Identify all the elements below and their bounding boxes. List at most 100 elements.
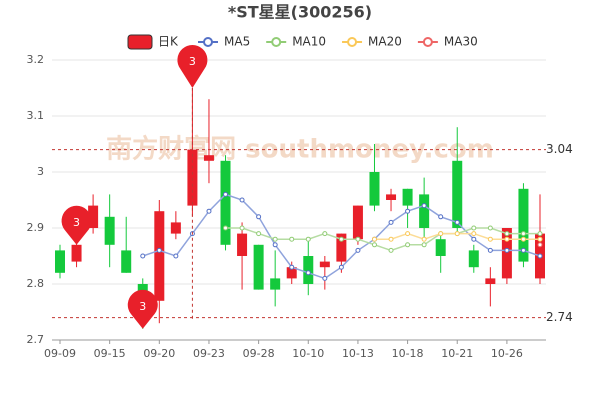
ma-point (322, 275, 328, 281)
ma-point (239, 197, 245, 203)
ma-point (405, 242, 411, 248)
candle-body (336, 233, 347, 262)
ma-point (256, 231, 262, 237)
ma-point (256, 214, 262, 220)
ma-point (504, 236, 510, 242)
ma-point (438, 214, 444, 220)
ma-point (355, 247, 361, 253)
candle-body (237, 233, 248, 256)
candle-body (435, 239, 446, 256)
candle-body (485, 278, 496, 284)
legend-swatch (271, 37, 282, 47)
x-tick-label: 09-23 (193, 347, 225, 360)
ma-point (520, 231, 526, 237)
ma-point (487, 236, 493, 242)
ma-point (140, 253, 146, 259)
candle-body (319, 261, 330, 268)
candle-body (220, 160, 231, 245)
ma-point (537, 253, 543, 259)
candle-body (137, 284, 148, 296)
legend-swatch (203, 37, 213, 47)
candle-body (104, 216, 115, 245)
ma-point (206, 208, 212, 214)
ma-point (421, 203, 427, 209)
ma-point (405, 208, 411, 214)
candle-body (386, 194, 397, 200)
pin-label: 3 (73, 216, 80, 229)
candle-body (88, 205, 99, 228)
candle-body (154, 211, 165, 301)
candle-body (203, 155, 214, 161)
ma-point (471, 236, 477, 242)
legend-label: 日K (158, 35, 179, 49)
candle-body (71, 244, 82, 262)
pin-label: 3 (139, 300, 146, 313)
x-tick-label: 10-13 (342, 347, 374, 360)
y-tick-label: 3.1 (27, 109, 45, 122)
ma-point (272, 236, 278, 242)
ma-point (239, 225, 245, 231)
ma-point (305, 270, 311, 276)
candle-body (253, 244, 264, 290)
ma-point (289, 264, 295, 270)
candle-body (452, 160, 463, 228)
ma-point (388, 247, 394, 253)
ma-point (405, 231, 411, 237)
ma-point (421, 242, 427, 248)
ma-point (537, 236, 543, 242)
candle-body (270, 278, 281, 290)
pin (127, 289, 158, 329)
y-tick-label: 3.2 (27, 53, 45, 66)
legend-label: MA10 (292, 35, 326, 49)
x-tick-label: 09-15 (94, 347, 126, 360)
candle-body (121, 250, 132, 273)
ma-point (223, 225, 229, 231)
ma-point (504, 247, 510, 253)
ma-point (537, 242, 543, 248)
y-tick-label: 3 (37, 165, 44, 178)
legend-swatch (127, 34, 153, 50)
candle-body (286, 267, 297, 279)
y-tick-label: 2.9 (27, 221, 45, 234)
x-tick-label: 10-21 (441, 347, 473, 360)
ma-point (438, 231, 444, 237)
candle-body (352, 205, 363, 240)
pin-label: 3 (189, 55, 196, 68)
y-tick-label: 2.8 (27, 277, 45, 290)
x-tick-label: 09-09 (44, 347, 76, 360)
ma-point (537, 231, 543, 237)
pin (177, 45, 208, 88)
candle-body (501, 228, 512, 279)
ma-point (272, 242, 278, 248)
ma-point (471, 231, 477, 237)
mark-line-label: 2.74 (546, 310, 573, 324)
ma-point (338, 264, 344, 270)
ma-point (388, 236, 394, 242)
ma-point (173, 253, 179, 259)
legend-label: MA20 (368, 35, 402, 49)
ma-point (487, 225, 493, 231)
ma-point (421, 236, 427, 242)
candle-body (419, 194, 430, 228)
y-tick-label: 2.7 (27, 333, 45, 346)
watermark: 南方财富网 southmoney.com (106, 134, 494, 165)
ma-point (471, 225, 477, 231)
ma-point (371, 236, 377, 242)
ma-point (322, 231, 328, 237)
ma-line (225, 227, 540, 252)
ma-point (305, 236, 311, 242)
ma-point (355, 236, 361, 242)
ma-point (289, 236, 295, 242)
mark-line-label: 3.04 (546, 142, 573, 156)
x-tick-label: 10-10 (292, 347, 324, 360)
ma-point (487, 247, 493, 253)
x-tick-label: 10-26 (491, 347, 523, 360)
ma-point (338, 236, 344, 242)
candle-body (402, 188, 413, 206)
candle-body (303, 256, 314, 284)
candle-body (55, 250, 65, 273)
x-tick-label: 10-18 (392, 347, 424, 360)
legend-label: MA30 (444, 35, 478, 49)
legend-swatch (422, 37, 433, 47)
